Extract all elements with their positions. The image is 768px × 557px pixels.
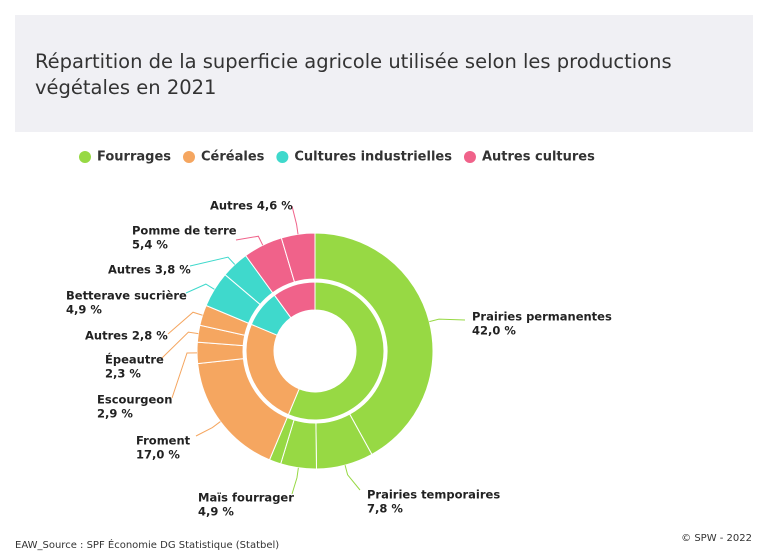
leader-line bbox=[291, 467, 299, 495]
slice-value-label: 2,3 % bbox=[105, 367, 141, 381]
leader-line bbox=[171, 352, 198, 399]
slice-label: Prairies permanentes bbox=[472, 310, 612, 324]
credit: © SPW - 2022 bbox=[681, 533, 752, 544]
slice-label: Froment bbox=[136, 434, 191, 448]
slice-value-label: 4,9 % bbox=[66, 303, 102, 317]
leader-line bbox=[195, 421, 221, 437]
slice-value-label: 4,9 % bbox=[198, 505, 234, 519]
outer-slice bbox=[314, 232, 434, 456]
slice-value-label: 17,0 % bbox=[136, 448, 180, 462]
slice-label: Prairies temporaires bbox=[367, 488, 500, 502]
slice-label: Épeautre bbox=[105, 352, 164, 367]
slice-value-label: 4,6 % bbox=[257, 199, 293, 213]
slice-value-label: 2,9 % bbox=[97, 407, 133, 421]
legend-marker bbox=[183, 151, 195, 163]
slice-value-label: 42,0 % bbox=[472, 324, 516, 338]
slice-value-label: 7,8 % bbox=[367, 502, 403, 516]
slice-value-label: 5,4 % bbox=[132, 238, 168, 252]
leader-line bbox=[189, 256, 236, 267]
slice-label: Autres bbox=[210, 199, 253, 213]
legend-label: Fourrages bbox=[97, 150, 171, 165]
leader-line bbox=[291, 205, 299, 235]
chart-title: Répartition de la superficie agricole ut… bbox=[35, 50, 672, 99]
leader-line bbox=[235, 235, 264, 246]
legend-marker bbox=[276, 151, 289, 163]
inner-slice bbox=[287, 281, 385, 421]
leader-line bbox=[429, 318, 466, 323]
slice-value-label: 2,8 % bbox=[132, 329, 168, 343]
legend-label: Cultures industrielles bbox=[294, 150, 452, 165]
leader-line bbox=[161, 331, 199, 359]
legend-label: Autres cultures bbox=[482, 150, 595, 165]
inner-slice bbox=[273, 281, 316, 319]
slice-label: Autres bbox=[85, 329, 128, 343]
leader-line bbox=[167, 311, 203, 335]
header: Répartition de la superficie agricole ut… bbox=[15, 15, 753, 132]
slice-label: Autres bbox=[108, 263, 151, 277]
source: EAW_Source : SPF Économie DG Statistique… bbox=[15, 538, 279, 551]
outer-slice bbox=[280, 232, 316, 283]
slice-label: Maïs fourrager bbox=[198, 491, 294, 505]
legend-marker bbox=[79, 151, 91, 163]
legend-label: Céréales bbox=[201, 150, 265, 165]
slice-value-label: 3,8 % bbox=[155, 263, 191, 277]
leader-line bbox=[344, 464, 361, 491]
slice-label: Pomme de terre bbox=[132, 224, 237, 238]
legend-marker bbox=[463, 151, 476, 163]
leader-line bbox=[185, 283, 215, 294]
slice-label: Betterave sucrière bbox=[66, 289, 187, 303]
slice-label: Escourgeon bbox=[97, 393, 172, 407]
